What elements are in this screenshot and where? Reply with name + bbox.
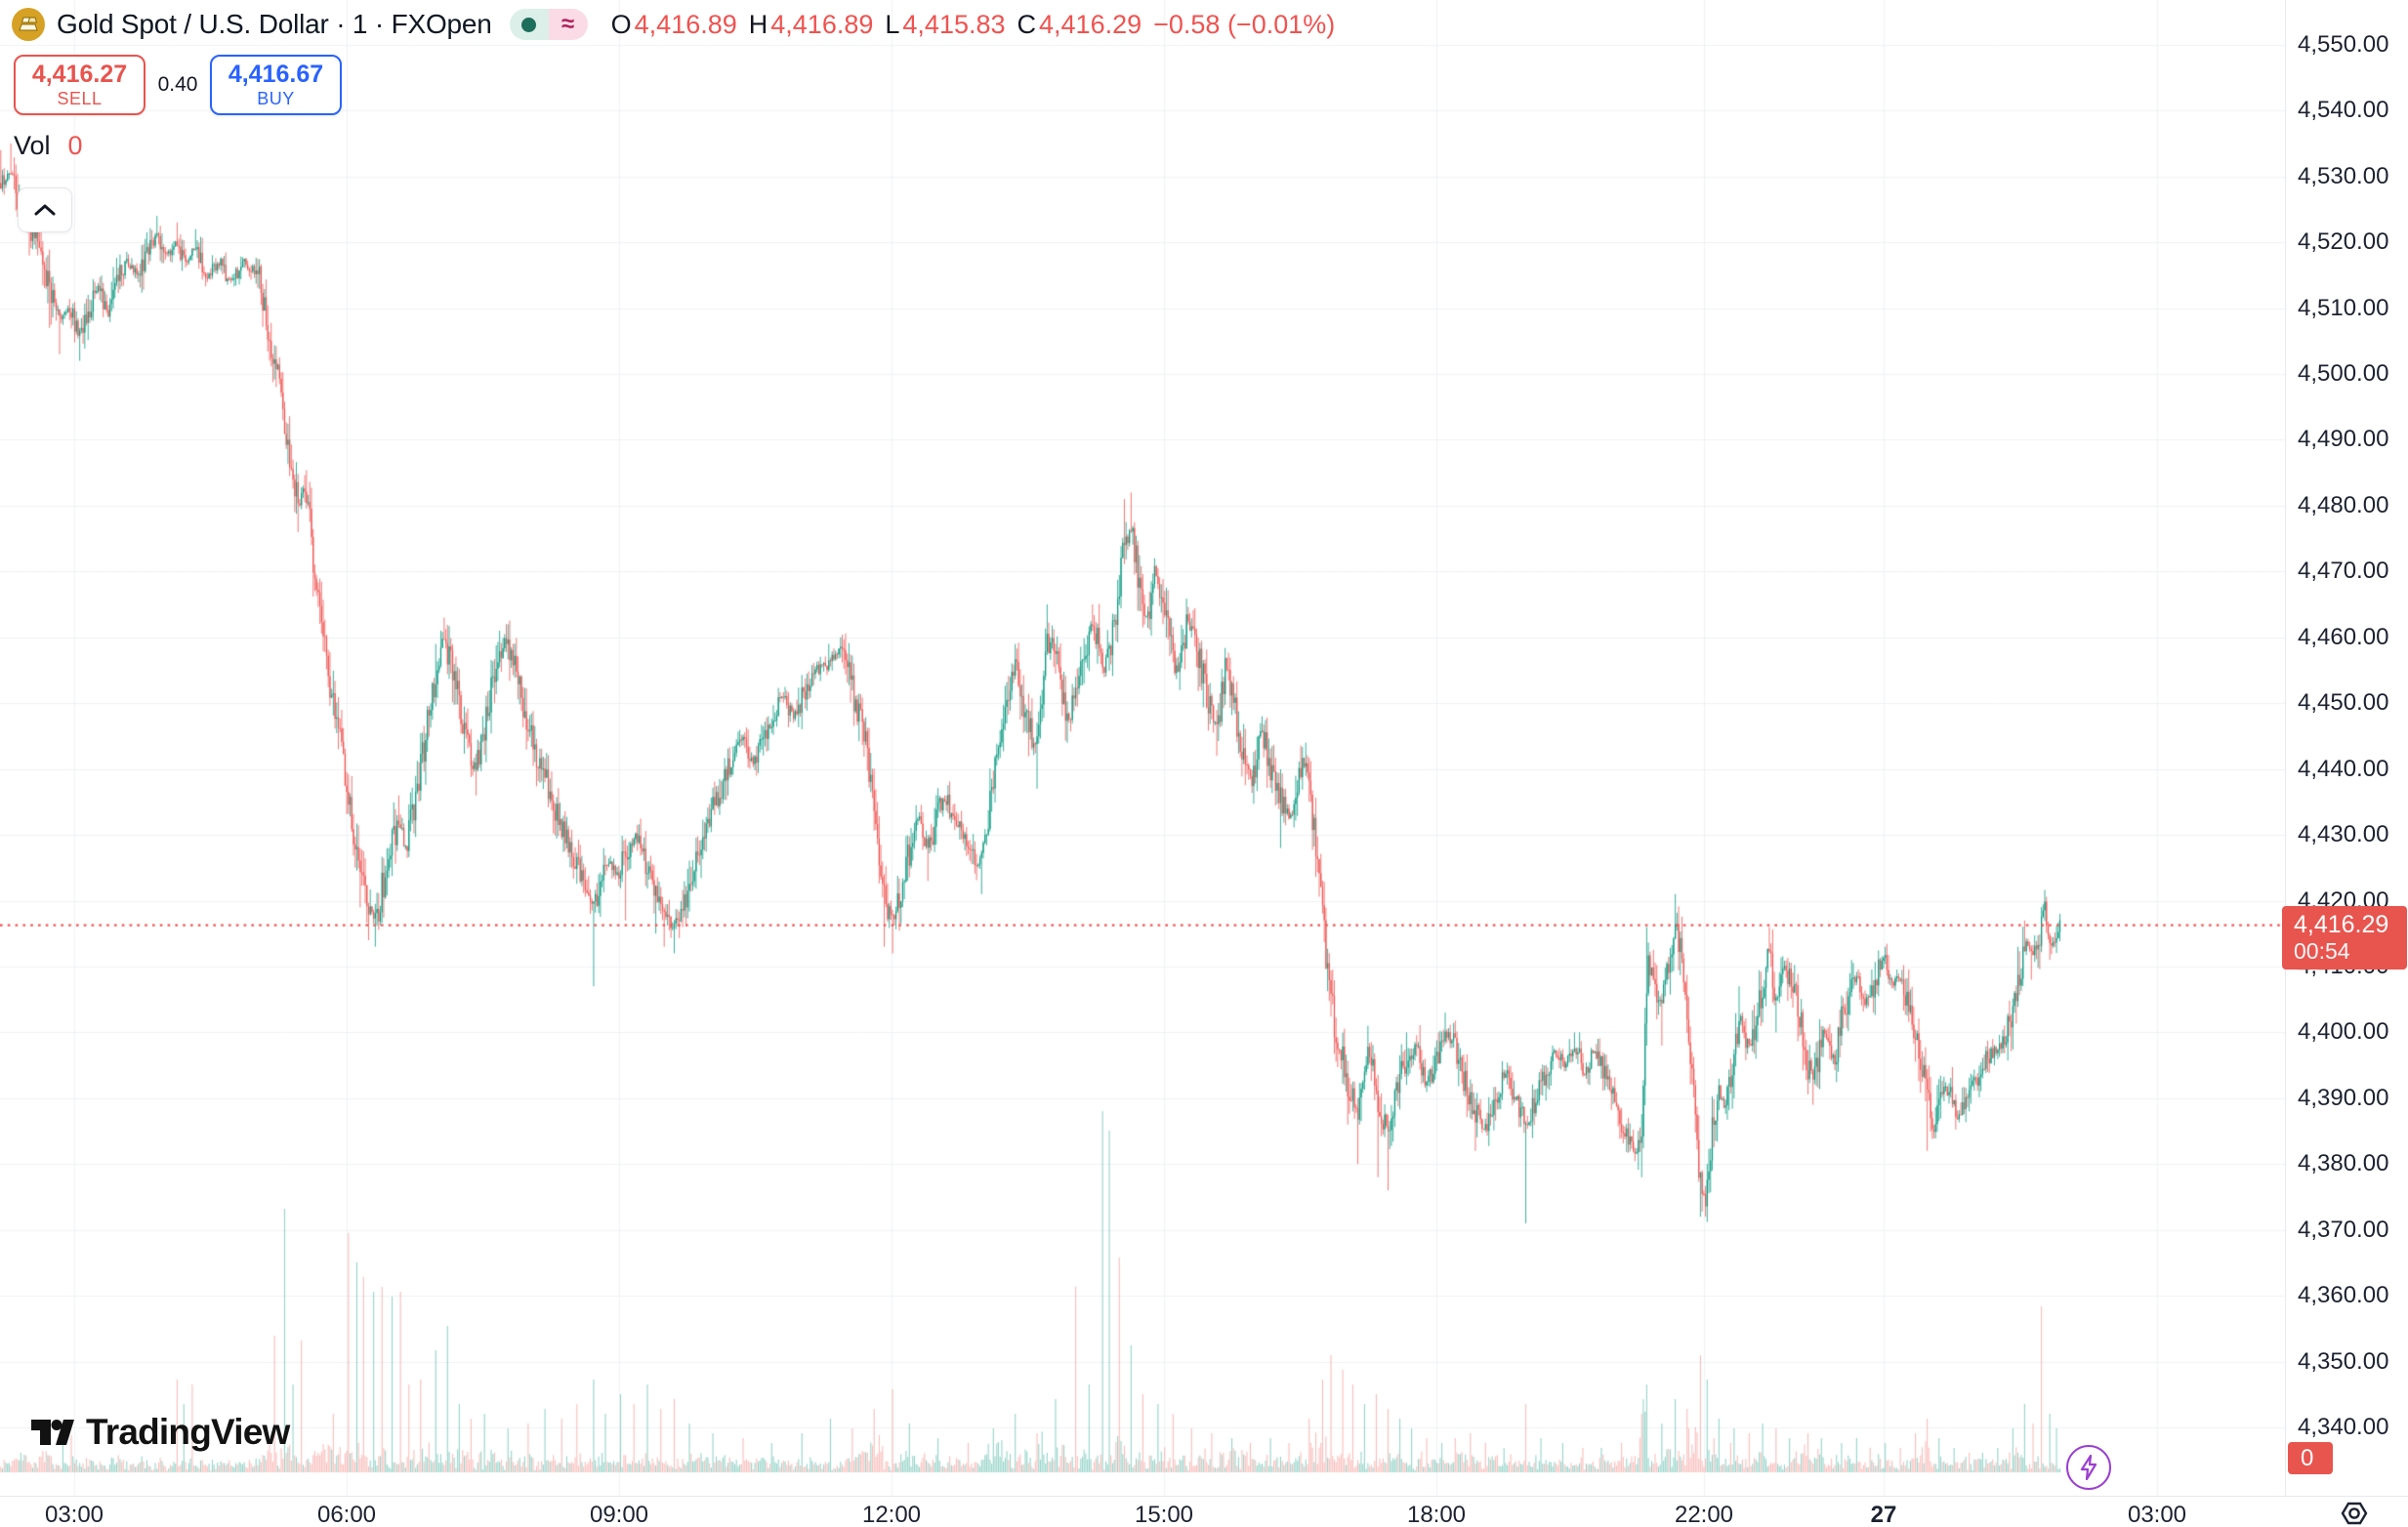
current-price-value: 4,416.29 [2294,911,2389,938]
close-label: C [1017,9,1037,39]
sell-price: 4,416.27 [31,60,128,88]
price-tick: 4,440.00 [2298,755,2389,782]
market-open-indicator [509,9,549,40]
sell-button[interactable]: 4,416.27 SELL [14,55,145,115]
chevron-up-icon [34,204,56,216]
price-axis[interactable]: 4,550.00 4,540.00 4,530.00 4,520.00 4,510.00… [2282,0,2408,1496]
price-tick: 4,510.00 [2298,294,2389,321]
time-tick: 06:00 [316,1502,377,1527]
axis-settings-icon[interactable] [2340,1500,2369,1527]
tradingview-logo-text: TradingView [86,1412,290,1452]
buy-label: BUY [257,88,295,108]
price-tick: 4,550.00 [2298,30,2389,58]
ohlc-values: O 4,416.89 H 4,416.89 L 4,415.83 C 4,416.29 … [611,10,1336,40]
time-tick: 12:00 [861,1502,922,1527]
current-price-label: 4,416.29 00:54 [2282,906,2407,970]
price-tick: 4,340.00 [2298,1413,2389,1440]
low-label: L [885,9,900,39]
high-label: H [748,9,768,39]
tradingview-logo-icon [31,1420,74,1445]
volume-axis-label: 0 [2288,1442,2333,1474]
bar-countdown: 00:54 [2294,938,2350,964]
low-value: 4,415.83 [902,9,1006,39]
price-tick: 4,490.00 [2298,426,2389,453]
market-open-dot-icon [521,17,537,32]
price-tick: 4,530.00 [2298,162,2389,189]
volume-value: 0 [67,131,83,160]
approx-icon: ≈ [561,11,575,37]
price-tick: 4,430.00 [2298,821,2389,848]
price-tick: 4,380.00 [2298,1150,2389,1177]
price-tick: 4,370.00 [2298,1216,2389,1243]
gold-symbol-icon [12,8,45,41]
price-tick: 4,540.00 [2298,97,2389,124]
price-tick: 4,500.00 [2298,360,2389,388]
price-tick: 4,400.00 [2298,1018,2389,1046]
time-tick: 03:00 [2127,1502,2187,1527]
buy-button[interactable]: 4,416.67 BUY [210,55,342,115]
lightning-bolt-icon [2080,1455,2097,1480]
time-tick: 27 [1870,1502,1897,1527]
collapse-trade-panel-button[interactable] [18,187,72,232]
time-axis[interactable]: 03:00 06:00 09:00 12:00 15:00 18:00 22:00 27 03:… [0,1496,2408,1527]
market-status-pills[interactable]: ≈ [509,9,588,40]
buy-price: 4,416.67 [228,60,324,88]
chart-canvas[interactable] [0,0,2285,1496]
price-tick: 4,360.00 [2298,1282,2389,1309]
time-tick: 15:00 [1134,1502,1194,1527]
trade-panel: 4,416.27 SELL 0.40 4,416.67 BUY [14,55,342,115]
price-tick: 4,390.00 [2298,1084,2389,1111]
instant-trading-button[interactable] [2066,1445,2111,1490]
price-tick: 4,520.00 [2298,228,2389,256]
delayed-data-indicator: ≈ [548,9,588,40]
price-tick: 4,470.00 [2298,557,2389,585]
symbol-header[interactable]: Gold Spot / U.S. Dollar · 1 · FXOpen ≈ O… [12,6,1335,43]
time-tick: 18:00 [1406,1502,1467,1527]
volume-label: Vol [14,131,51,160]
spread-value: 0.40 [157,73,198,96]
close-value: 4,416.29 [1039,9,1142,39]
tradingview-logo[interactable]: TradingView [29,1410,290,1455]
change-value: −0.58 (−0.01%) [1153,9,1336,39]
open-value: 4,416.89 [634,9,737,39]
price-tick: 4,450.00 [2298,689,2389,717]
sell-label: SELL [57,88,103,108]
time-tick: 22:00 [1674,1502,1734,1527]
price-tick: 4,480.00 [2298,491,2389,518]
high-value: 4,416.89 [770,9,874,39]
time-tick: 03:00 [44,1502,104,1527]
symbol-title[interactable]: Gold Spot / U.S. Dollar · 1 · FXOpen [57,9,492,39]
time-tick: 09:00 [589,1502,649,1527]
open-label: O [610,9,632,39]
price-tick: 4,350.00 [2298,1347,2389,1375]
price-tick: 4,460.00 [2298,623,2389,650]
volume-legend: Vol 0 [14,131,83,161]
